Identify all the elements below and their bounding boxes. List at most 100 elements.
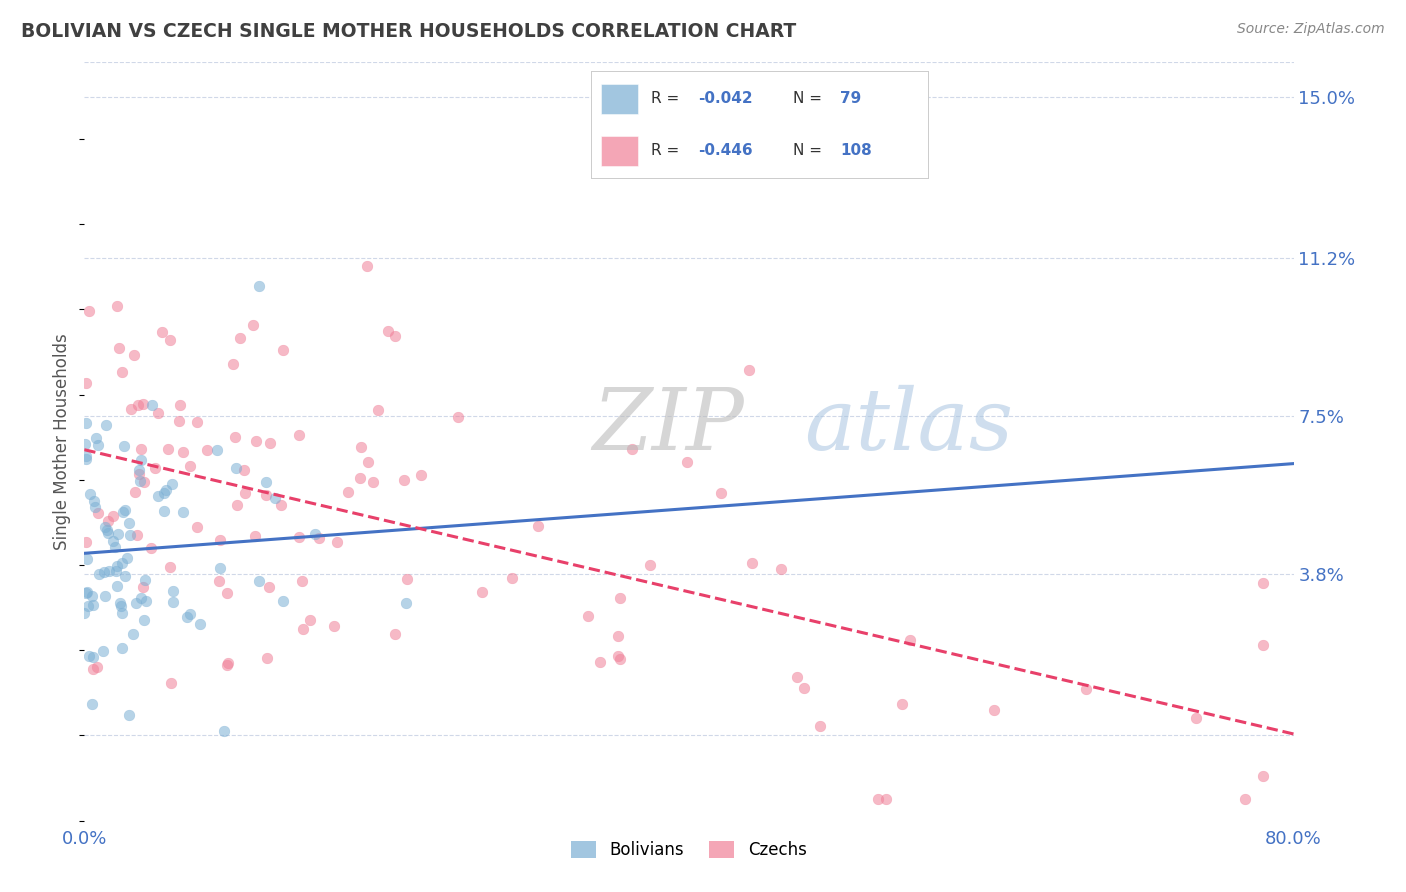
Point xyxy=(384,626,406,640)
Point xyxy=(77,648,100,663)
Point xyxy=(186,416,208,430)
Point xyxy=(638,558,661,573)
Point xyxy=(93,565,115,579)
Point xyxy=(82,599,104,613)
Legend: Bolivians, Czechs: Bolivians, Czechs xyxy=(565,834,813,865)
Point xyxy=(118,516,141,531)
Point xyxy=(80,697,103,711)
Point xyxy=(395,596,418,610)
Point xyxy=(162,583,184,598)
Point xyxy=(75,535,97,549)
Point xyxy=(73,606,96,620)
Point xyxy=(898,632,921,647)
Point xyxy=(153,504,176,518)
Point xyxy=(243,529,266,543)
Text: ZIP: ZIP xyxy=(592,385,744,467)
Point xyxy=(157,442,180,456)
Point xyxy=(222,357,245,371)
Point xyxy=(128,463,150,477)
Point xyxy=(271,594,294,608)
Point xyxy=(75,417,97,431)
Point xyxy=(86,660,108,674)
Point xyxy=(447,409,470,424)
Point xyxy=(254,488,277,502)
Point xyxy=(186,520,208,534)
Point xyxy=(94,589,117,603)
Point xyxy=(96,523,118,537)
Point xyxy=(233,485,256,500)
Point xyxy=(80,589,103,603)
Point xyxy=(97,514,120,528)
Text: R =: R = xyxy=(651,91,685,106)
Point xyxy=(105,579,128,593)
Point xyxy=(349,471,371,485)
Point xyxy=(127,398,149,412)
Point xyxy=(107,527,129,541)
Point xyxy=(377,324,399,338)
Point xyxy=(104,565,127,579)
Point xyxy=(139,541,162,555)
Point xyxy=(367,403,389,417)
Point xyxy=(308,531,330,545)
Point xyxy=(875,792,897,806)
Point xyxy=(205,442,228,457)
Point xyxy=(91,644,114,658)
Point xyxy=(167,414,190,428)
Point xyxy=(98,564,121,578)
Point xyxy=(160,477,183,491)
Point xyxy=(304,526,326,541)
Point xyxy=(143,461,166,475)
Point xyxy=(361,475,384,489)
Point xyxy=(162,595,184,609)
Point xyxy=(125,596,148,610)
Text: -0.042: -0.042 xyxy=(699,91,754,106)
Text: R =: R = xyxy=(651,143,685,158)
Point xyxy=(159,560,181,574)
Point xyxy=(77,304,100,318)
Point xyxy=(108,596,131,610)
Text: BOLIVIAN VS CZECH SINGLE MOTHER HOUSEHOLDS CORRELATION CHART: BOLIVIAN VS CZECH SINGLE MOTHER HOUSEHOL… xyxy=(21,22,796,41)
Point xyxy=(105,558,128,573)
Point xyxy=(356,259,378,273)
Point xyxy=(146,406,169,420)
Point xyxy=(396,572,419,586)
Point xyxy=(75,452,97,467)
Point xyxy=(247,574,270,588)
Point xyxy=(217,656,239,670)
Point xyxy=(93,519,115,533)
Point xyxy=(111,504,134,518)
Point xyxy=(120,402,142,417)
Point xyxy=(209,561,232,575)
Point xyxy=(75,450,97,464)
Point xyxy=(609,652,631,666)
Point xyxy=(110,599,132,614)
Point xyxy=(122,627,145,641)
Point xyxy=(153,485,176,500)
Point xyxy=(87,438,110,452)
Point xyxy=(150,326,173,340)
Point xyxy=(127,527,149,541)
Point xyxy=(115,550,138,565)
Point xyxy=(808,719,831,733)
Point xyxy=(322,619,344,633)
Point xyxy=(75,437,97,451)
Point xyxy=(82,662,104,676)
Point xyxy=(245,434,267,449)
Point xyxy=(299,613,322,627)
Point xyxy=(132,397,155,411)
Point xyxy=(82,649,104,664)
Point xyxy=(83,494,105,508)
Point xyxy=(124,484,146,499)
Point xyxy=(107,341,129,355)
Point xyxy=(769,562,792,576)
Point xyxy=(212,724,235,739)
Point xyxy=(94,417,117,432)
Point xyxy=(1185,711,1208,725)
Point xyxy=(247,279,270,293)
Point xyxy=(226,498,249,512)
Point xyxy=(263,491,285,505)
Text: Source: ZipAtlas.com: Source: ZipAtlas.com xyxy=(1237,22,1385,37)
Point xyxy=(291,622,314,636)
Point xyxy=(97,525,120,540)
Text: -0.446: -0.446 xyxy=(699,143,754,158)
